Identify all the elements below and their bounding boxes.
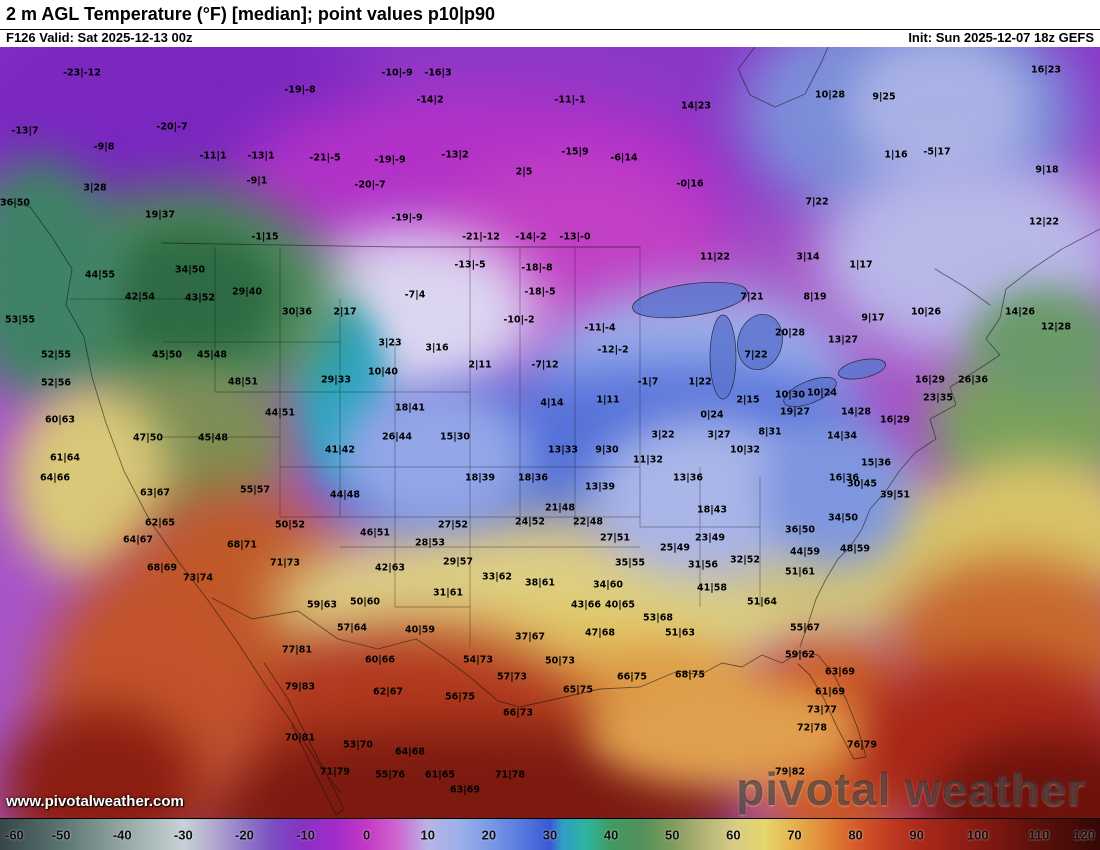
geography-borders-layer: [0, 47, 1100, 816]
color-scale: -60 -50 -40 -30 -20 -10 0 10 20 30 40 50 60 70 80 90 100…: [0, 818, 1100, 850]
watermark-brand-logo: pivotal weather: [736, 763, 1086, 815]
james-bay-coastline: [737, 47, 829, 108]
lake-superior: [632, 281, 748, 319]
colorbar-tick-label: 10: [420, 827, 435, 843]
state-borders: [70, 247, 761, 647]
color-scale-ticks: -60 -50 -40 -30 -20 -10 0 10 20 30 40 50 60 70 80 90 100…: [0, 819, 1100, 850]
colorbar-tick-label: 90: [909, 827, 924, 843]
lake-michigan: [709, 314, 737, 400]
temperature-field: [0, 47, 1100, 818]
page-title: 2 m AGL Temperature (°F) [median]; point…: [0, 0, 1100, 30]
colorbar-tick-label: 20: [481, 827, 497, 843]
colorbar-tick-label: 30: [542, 827, 558, 843]
northeast-coastline: [999, 228, 1100, 319]
colorbar-tick-label: 100: [966, 827, 989, 843]
colorbar-tick-label: -30: [173, 827, 193, 843]
colorbar-tick-label: 50: [664, 827, 680, 843]
temp-region: [100, 227, 280, 367]
baja-coastline: [263, 662, 345, 816]
init-time-label: Init: Sun 2025-12-07 18z GEFS: [908, 30, 1094, 45]
st-lawrence-river: [934, 268, 991, 306]
temp-region: [850, 47, 1030, 177]
forecast-map[interactable]: www.pivotalweather.com pivotal weather: [0, 47, 1100, 818]
colorbar-tick-label: 110: [1028, 827, 1050, 843]
lake-huron: [737, 314, 783, 370]
lake-erie: [783, 377, 837, 407]
temp-region: [590, 677, 860, 787]
colorbar-tick-label: -60: [5, 827, 24, 843]
colorbar-tick-label: -40: [112, 827, 132, 843]
colorbar-tick-label: 60: [726, 827, 741, 843]
us-canada-border: [161, 242, 641, 248]
watermark-url: www.pivotalweather.com: [6, 793, 184, 810]
colorbar-tick-label: 0: [363, 827, 371, 843]
forecast-meta-bar: F126 Valid: Sat 2025-12-13 00z Init: Sun…: [0, 30, 1100, 47]
gulf-coastline: [519, 651, 801, 708]
lake-ontario: [838, 358, 886, 380]
us-mexico-border: [211, 597, 521, 708]
colorbar-tick-label: 70: [787, 827, 802, 843]
colorbar-tick-label: -50: [51, 827, 71, 843]
pacific-coastline: [0, 198, 341, 793]
map-header: 2 m AGL Temperature (°F) [median]; point…: [0, 0, 1100, 47]
temp-region: [340, 387, 530, 527]
colorbar-tick-label: -10: [296, 827, 315, 843]
colorbar-tick-label: 80: [848, 827, 863, 843]
florida-coastline: [797, 651, 867, 760]
colorbar-tick-label: 120: [1073, 827, 1095, 843]
east-coastline: [799, 317, 1001, 648]
colorbar-tick-label: -20: [235, 827, 254, 843]
temp-region: [970, 287, 1100, 397]
valid-time-label: F126 Valid: Sat 2025-12-13 00z: [6, 30, 193, 45]
colorbar-tick-label: 40: [603, 827, 619, 843]
